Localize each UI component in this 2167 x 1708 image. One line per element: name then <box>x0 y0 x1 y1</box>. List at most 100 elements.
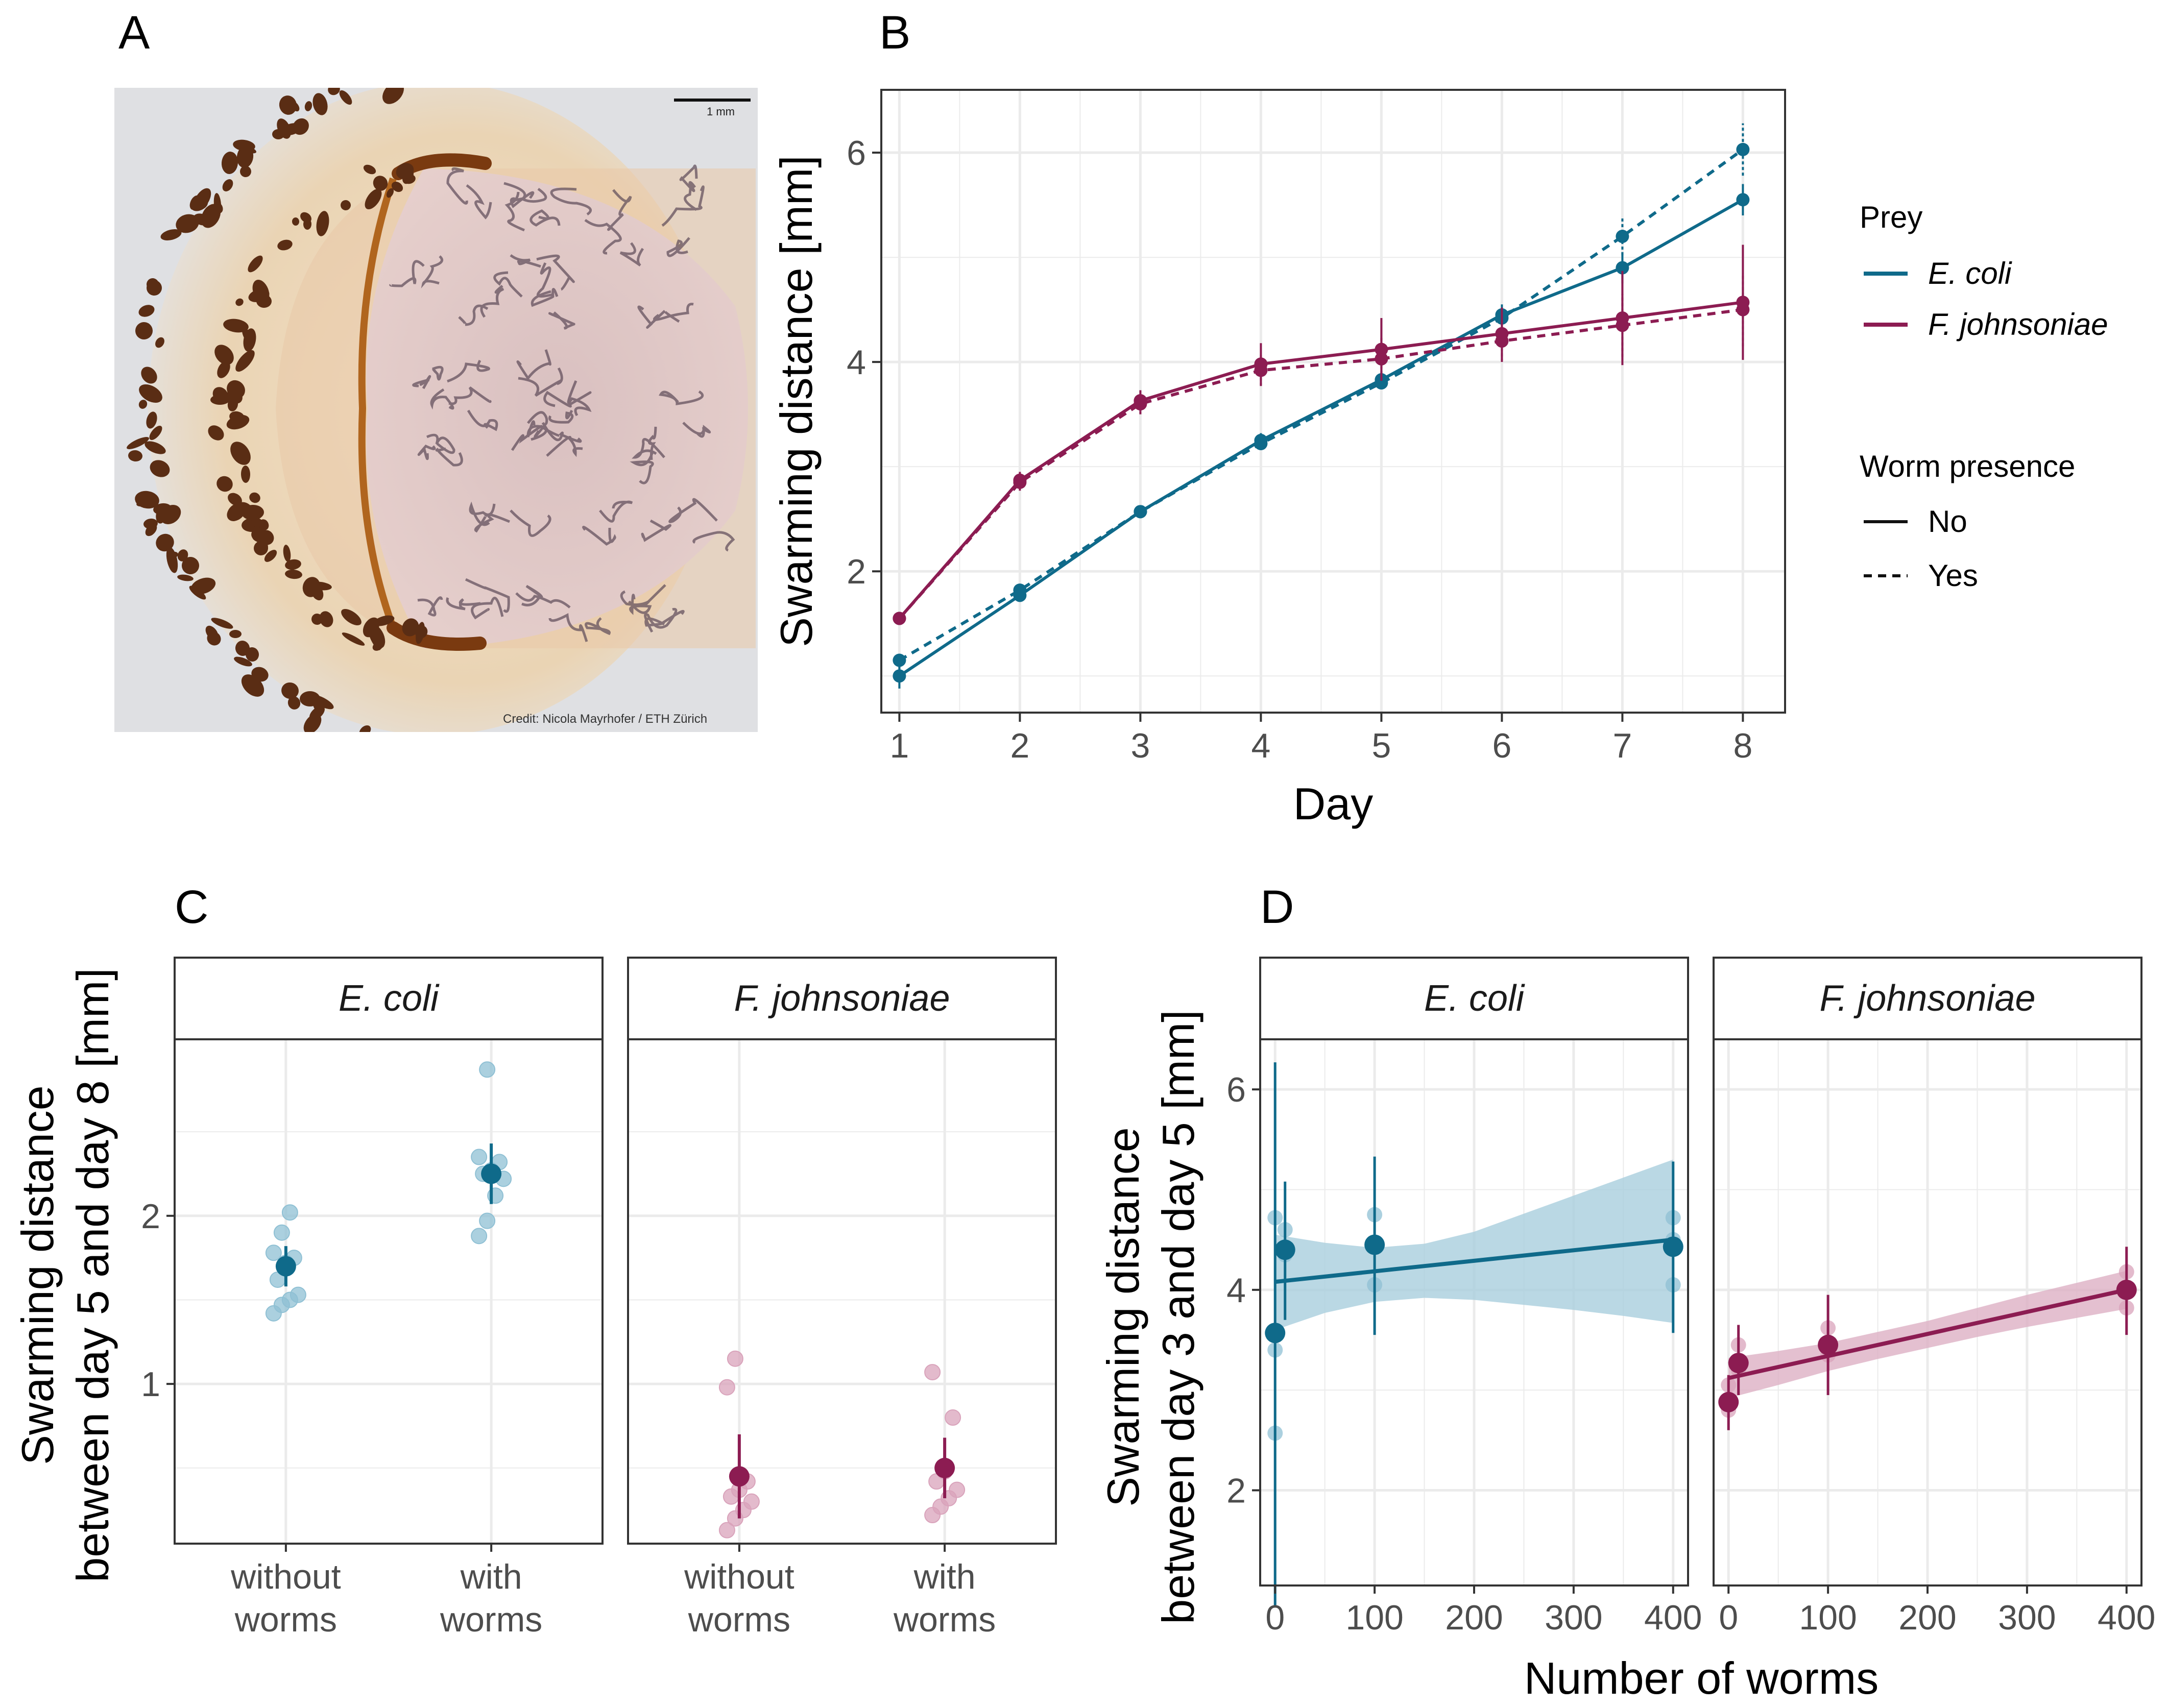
d-mean-point <box>1718 1392 1739 1412</box>
worm-track <box>510 254 541 268</box>
colony-dot <box>227 387 243 404</box>
worm-track <box>584 218 622 255</box>
worm-track <box>503 182 547 203</box>
colony-dot <box>256 294 272 308</box>
c-raw-point <box>743 1493 760 1510</box>
worm-track <box>526 420 548 441</box>
d-mean-point <box>1663 1236 1683 1257</box>
colony-dot <box>359 725 371 732</box>
worm-track <box>510 191 535 208</box>
panel-letter-d: D <box>1260 881 1294 933</box>
d-y-axis-title-line2: between day 3 and day 5 [mm] <box>1153 1010 1203 1624</box>
colony-dot <box>176 214 199 233</box>
worm-track <box>412 375 431 389</box>
worm-track <box>666 237 690 257</box>
panel-c-jitter-plot: E. coli without worms with worms 1 2 F. johnson… <box>12 957 1057 1639</box>
worm-track <box>550 187 592 216</box>
worm-track <box>619 242 644 267</box>
colony-dot <box>228 493 242 506</box>
worm-track <box>421 255 443 288</box>
b-x-tick-label: 4 <box>1251 726 1270 765</box>
worm-track <box>435 447 463 467</box>
colony-dot <box>141 367 157 384</box>
c-raw-point <box>479 1061 496 1078</box>
d-x-tick-label: 400 <box>1644 1598 1702 1637</box>
b-x-tick-label: 1 <box>889 726 909 765</box>
colony-dot <box>177 574 194 581</box>
colony-dot <box>283 545 291 562</box>
worm-track <box>661 185 705 227</box>
c-x-tick-label-line1: without <box>230 1557 341 1596</box>
b-x-tick-label: 7 <box>1612 726 1632 765</box>
d-x-axis-title: Number of worms <box>1524 1653 1879 1703</box>
colony-dot <box>145 441 166 454</box>
d-mean-point <box>1728 1353 1749 1374</box>
b-data-point <box>1736 142 1750 156</box>
panel-letter-c: C <box>175 881 208 933</box>
worm-track <box>510 509 551 537</box>
d-x-tick-label: 300 <box>1998 1598 2056 1637</box>
worm-track <box>493 271 523 298</box>
worm-track <box>548 613 588 642</box>
b-data-point <box>893 669 906 683</box>
worm-track <box>536 262 553 298</box>
colony-dot <box>259 530 274 545</box>
worm-track <box>548 409 574 424</box>
c-raw-point <box>265 1245 282 1261</box>
c-raw-point <box>727 1350 743 1367</box>
c-mean-point <box>934 1457 955 1478</box>
swarming-colony-photo: 1 mm Credit: Nicola Mayrhofer / ETH Züri… <box>114 88 758 732</box>
worm-track <box>607 189 632 231</box>
colony-dot <box>402 618 419 637</box>
panel-b-line-chart: 1 2 3 4 5 6 7 8 2 4 6 Day Swarming distance [mm] <box>771 89 1786 829</box>
legend-prey-title: Prey <box>1860 200 1922 234</box>
worm-track <box>692 531 735 552</box>
colony-dot <box>373 176 388 191</box>
colony-dot <box>312 93 328 115</box>
c-raw-point <box>949 1481 966 1498</box>
b-x-tick-label: 2 <box>1010 726 1029 765</box>
worm-track <box>567 380 592 417</box>
c-y-axis-title-line1: Swarming distance <box>12 1085 63 1465</box>
legend-yes-label: Yes <box>1928 558 1978 593</box>
worm-track <box>518 367 563 397</box>
colony-dot <box>139 384 162 403</box>
b-series-line <box>898 301 1743 620</box>
d-x-tick-label: 300 <box>1545 1598 1602 1637</box>
b-x-tick-label: 3 <box>1130 726 1150 765</box>
d-facet-strip <box>1259 957 1689 1040</box>
c-facet-strip-label: E. coli <box>339 978 440 1019</box>
worm-track <box>543 391 592 408</box>
colony-dot <box>369 625 386 648</box>
d-mean-point <box>1818 1334 1839 1355</box>
colony-dot <box>287 696 301 710</box>
colony-dot <box>238 144 257 154</box>
panel-letter-a: A <box>118 7 150 59</box>
c-x-tick-label-line1: with <box>460 1557 522 1596</box>
b-data-point <box>1254 363 1268 377</box>
b-data-point <box>1375 376 1388 390</box>
d-facet-strip-label: E. coli <box>1424 978 1525 1019</box>
d-x-tick-label: 200 <box>1898 1598 1956 1637</box>
colony-dot <box>339 90 352 105</box>
worm-track <box>599 500 633 523</box>
colony-dot <box>212 387 229 403</box>
worm-track <box>531 288 559 307</box>
d-facet-strip <box>1713 957 2142 1040</box>
c-facet-strip-label: F. johnsoniae <box>734 978 950 1019</box>
colony-dot <box>264 550 277 562</box>
colony-dot <box>217 361 230 378</box>
worm-track <box>620 584 666 607</box>
colony-dot <box>242 328 254 346</box>
b-y-tick-label: 4 <box>847 343 866 382</box>
b-data-point <box>1616 319 1629 332</box>
c-plot-frame <box>174 1038 604 1545</box>
d-facet-f-johnsoniae: F. johnsoniae 0 100 200 300 400 <box>1713 957 2156 1637</box>
colony-dot <box>160 229 182 240</box>
b-data-point <box>893 612 906 625</box>
colony-dot <box>145 523 157 536</box>
worm-track <box>682 422 711 438</box>
d-mean-point <box>1364 1234 1385 1255</box>
colony-dot <box>177 549 188 562</box>
c-facet-strip <box>174 957 604 1040</box>
